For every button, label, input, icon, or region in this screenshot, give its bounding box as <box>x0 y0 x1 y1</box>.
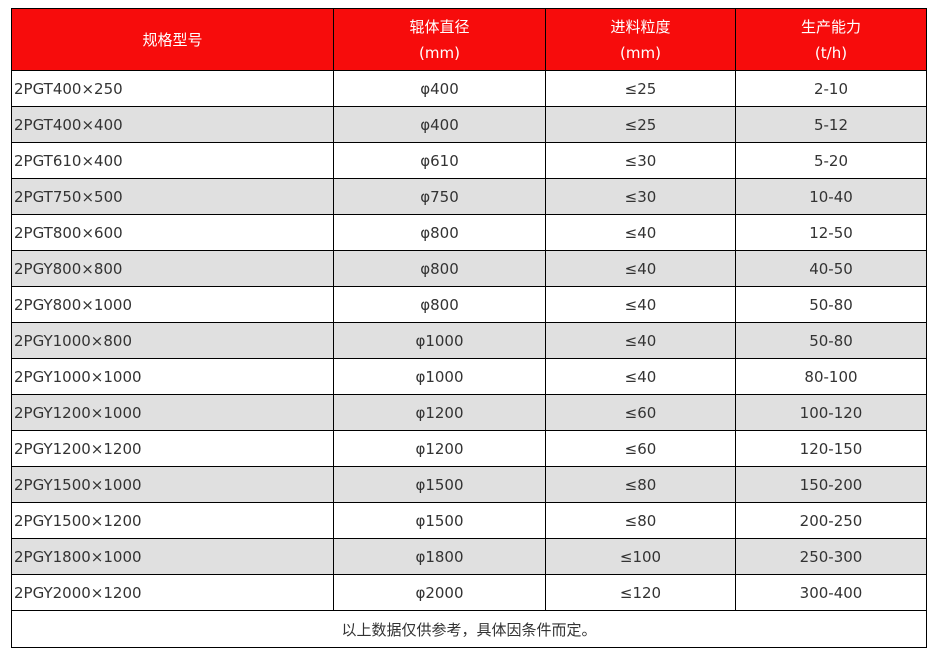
header-feed-size: 进料粒度 (mm) <box>545 8 736 71</box>
capacity-cell: 300-400 <box>735 574 927 611</box>
table-row: 2PGY1200×1200 φ1200 ≤60 120-150 <box>11 430 927 467</box>
table-row: 2PGT750×500 φ750 ≤30 10-40 <box>11 178 927 215</box>
roll-diameter-cell: φ1200 <box>333 394 546 431</box>
capacity-cell: 50-80 <box>735 322 927 359</box>
roll-diameter-cell: φ610 <box>333 142 546 179</box>
capacity-cell: 12-50 <box>735 214 927 251</box>
roll-diameter-cell: φ400 <box>333 70 546 107</box>
header-label: 规格型号 <box>142 30 203 49</box>
capacity-cell: 200-250 <box>735 502 927 539</box>
feed-size-cell: ≤80 <box>545 466 736 503</box>
header-model: 规格型号 <box>11 8 334 71</box>
header-label: 生产能力 <box>800 17 861 36</box>
roll-diameter-cell: φ800 <box>333 250 546 287</box>
feed-size-cell: ≤100 <box>545 538 736 575</box>
table-row: 2PGY1800×1000 φ1800 ≤100 250-300 <box>11 538 927 575</box>
feed-size-cell: ≤25 <box>545 70 736 107</box>
capacity-cell: 100-120 <box>735 394 927 431</box>
model-cell: 2PGT400×400 <box>11 106 334 143</box>
roll-diameter-cell: φ1000 <box>333 358 546 395</box>
table-row: 2PGT400×250 φ400 ≤25 2-10 <box>11 70 927 107</box>
footer-note: 以上数据仅供参考，具体因条件而定。 <box>11 610 927 648</box>
model-cell: 2PGT610×400 <box>11 142 334 179</box>
table-row: 2PGY800×1000 φ800 ≤40 50-80 <box>11 286 927 323</box>
capacity-cell: 5-20 <box>735 142 927 179</box>
feed-size-cell: ≤40 <box>545 322 736 359</box>
feed-size-cell: ≤30 <box>545 178 736 215</box>
roll-diameter-cell: φ1200 <box>333 430 546 467</box>
header-row: 规格型号 辊体直径 (mm) 进料粒度 (mm) 生产能力 (t/h) <box>11 8 927 71</box>
capacity-cell: 80-100 <box>735 358 927 395</box>
feed-size-cell: ≤30 <box>545 142 736 179</box>
roll-diameter-cell: φ1500 <box>333 466 546 503</box>
model-cell: 2PGY1800×1000 <box>11 538 334 575</box>
capacity-cell: 120-150 <box>735 430 927 467</box>
specs-table: 规格型号 辊体直径 (mm) 进料粒度 (mm) 生产能力 (t/h) 2PGT400… <box>11 8 927 648</box>
feed-size-cell: ≤60 <box>545 430 736 467</box>
header-label: 辊体直径 <box>409 17 470 36</box>
capacity-cell: 250-300 <box>735 538 927 575</box>
roll-diameter-cell: φ1500 <box>333 502 546 539</box>
roll-diameter-cell: φ750 <box>333 178 546 215</box>
footer-row: 以上数据仅供参考，具体因条件而定。 <box>11 610 927 648</box>
header-unit: (mm) <box>620 43 661 62</box>
table-row: 2PGY1200×1000 φ1200 ≤60 100-120 <box>11 394 927 431</box>
feed-size-cell: ≤40 <box>545 250 736 287</box>
table-row: 2PGY1500×1000 φ1500 ≤80 150-200 <box>11 466 927 503</box>
capacity-cell: 2-10 <box>735 70 927 107</box>
header-roll-diameter: 辊体直径 (mm) <box>333 8 546 71</box>
table-row: 2PGT400×400 φ400 ≤25 5-12 <box>11 106 927 143</box>
header-label: 进料粒度 <box>610 17 671 36</box>
model-cell: 2PGY2000×1200 <box>11 574 334 611</box>
feed-size-cell: ≤25 <box>545 106 736 143</box>
header-capacity: 生产能力 (t/h) <box>735 8 927 71</box>
model-cell: 2PGT800×600 <box>11 214 334 251</box>
header-unit: (mm) <box>419 43 460 62</box>
header-unit: (t/h) <box>814 43 848 62</box>
feed-size-cell: ≤120 <box>545 574 736 611</box>
model-cell: 2PGY1500×1000 <box>11 466 334 503</box>
model-cell: 2PGT750×500 <box>11 178 334 215</box>
roll-diameter-cell: φ2000 <box>333 574 546 611</box>
table-row: 2PGY1000×1000 φ1000 ≤40 80-100 <box>11 358 927 395</box>
table-row: 2PGY1500×1200 φ1500 ≤80 200-250 <box>11 502 927 539</box>
capacity-cell: 40-50 <box>735 250 927 287</box>
feed-size-cell: ≤40 <box>545 286 736 323</box>
roll-diameter-cell: φ1000 <box>333 322 546 359</box>
feed-size-cell: ≤80 <box>545 502 736 539</box>
table-row: 2PGT610×400 φ610 ≤30 5-20 <box>11 142 927 179</box>
capacity-cell: 50-80 <box>735 286 927 323</box>
roll-diameter-cell: φ800 <box>333 214 546 251</box>
capacity-cell: 10-40 <box>735 178 927 215</box>
feed-size-cell: ≤40 <box>545 214 736 251</box>
model-cell: 2PGT400×250 <box>11 70 334 107</box>
model-cell: 2PGY1500×1200 <box>11 502 334 539</box>
model-cell: 2PGY1200×1000 <box>11 394 334 431</box>
model-cell: 2PGY1000×1000 <box>11 358 334 395</box>
roll-diameter-cell: φ400 <box>333 106 546 143</box>
table-row: 2PGY800×800 φ800 ≤40 40-50 <box>11 250 927 287</box>
capacity-cell: 5-12 <box>735 106 927 143</box>
roll-diameter-cell: φ800 <box>333 286 546 323</box>
model-cell: 2PGY800×1000 <box>11 286 334 323</box>
model-cell: 2PGY1000×800 <box>11 322 334 359</box>
model-cell: 2PGY800×800 <box>11 250 334 287</box>
table-row: 2PGT800×600 φ800 ≤40 12-50 <box>11 214 927 251</box>
capacity-cell: 150-200 <box>735 466 927 503</box>
model-cell: 2PGY1200×1200 <box>11 430 334 467</box>
roll-diameter-cell: φ1800 <box>333 538 546 575</box>
feed-size-cell: ≤60 <box>545 394 736 431</box>
feed-size-cell: ≤40 <box>545 358 736 395</box>
table-row: 2PGY1000×800 φ1000 ≤40 50-80 <box>11 322 927 359</box>
table-row: 2PGY2000×1200 φ2000 ≤120 300-400 <box>11 574 927 611</box>
